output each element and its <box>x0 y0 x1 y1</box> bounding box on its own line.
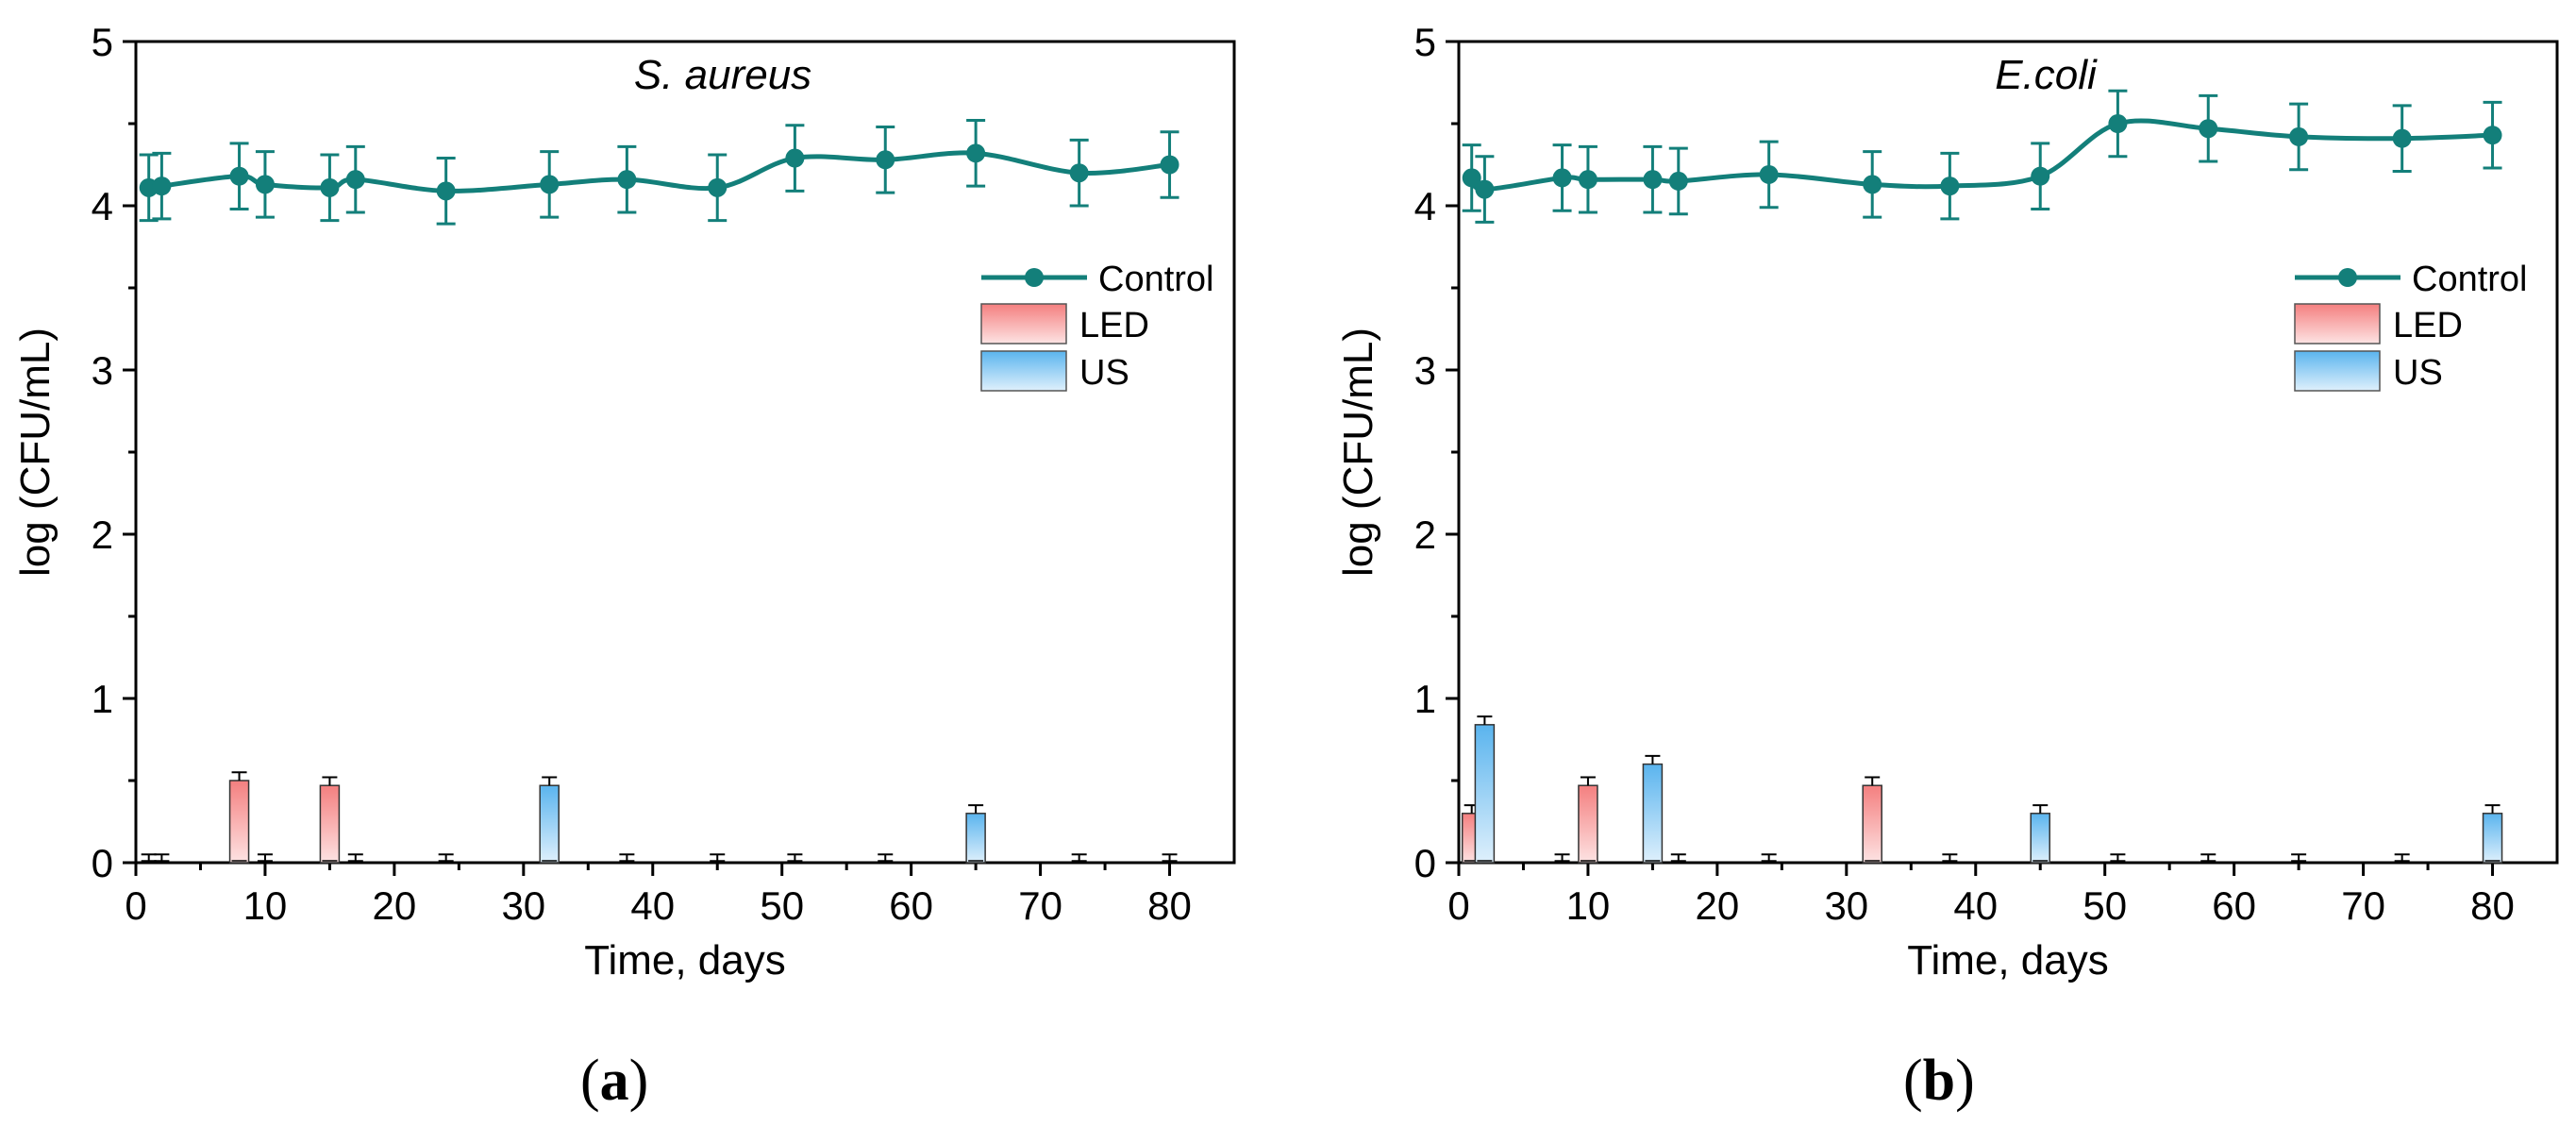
panel-a-control-point <box>1069 163 1089 183</box>
panel-b-control-point <box>1552 168 1572 188</box>
panel-b-x-tick-label: 80 <box>2470 883 2515 928</box>
panel-b-led-bar <box>1862 784 1882 864</box>
panel-a-control-point <box>617 170 637 190</box>
panel-b-legend-us-swatch <box>2294 350 2381 392</box>
panel-b-us-bar <box>1474 724 1496 864</box>
panel-b-control-point <box>2108 114 2128 133</box>
panel-b-x-tick-label: 60 <box>2212 883 2256 928</box>
panel-b-control-point <box>2289 126 2309 146</box>
panel-label-b: (b) <box>1903 1049 1975 1113</box>
panel-a: 0 10 20 30 40 50 60 70 80 0 1 2 3 4 5 Time, days log (CF… <box>12 20 1236 983</box>
panel-b-control-point <box>1462 168 1481 188</box>
panel-b-legend-control-marker <box>2338 268 2357 287</box>
panel-a-control-point <box>1160 155 1179 175</box>
panel-a-control-point <box>785 148 805 168</box>
panel-a-plot-frame <box>134 40 1236 865</box>
panel-a-control-point <box>876 150 895 170</box>
panel-b-x-tick-label: 70 <box>2341 883 2385 928</box>
panel-b-us-bar <box>2482 813 2503 864</box>
panel-a-control-point <box>345 170 365 190</box>
panel-a-y-tick-label: 4 <box>92 184 113 228</box>
panel-b-x-axis-label: Time, days <box>1907 937 2109 983</box>
panel-a-legend-control-marker <box>1025 268 1044 287</box>
panel-a-x-tick-label: 80 <box>1147 883 1192 928</box>
panel-b-control-point <box>2031 166 2050 186</box>
panel-a-y-axis-label: log (CFU/mL) <box>12 328 59 577</box>
panel-a-control-point <box>229 166 249 186</box>
panel-b-title: E.coli <box>1995 52 2098 98</box>
panel-a-y-tick-label: 1 <box>92 677 113 721</box>
panel-b-control-point <box>1940 176 1960 196</box>
panel-a-legend-led-label: LED <box>1079 306 1149 345</box>
panel-b-control-point <box>1475 179 1495 199</box>
panel-b-y-tick-label: 2 <box>1414 513 1436 557</box>
panel-b-x-tick-label: 50 <box>2083 883 2127 928</box>
panel-b-x-tick-label: 20 <box>1696 883 1740 928</box>
panel-b-y-tick-label: 5 <box>1414 20 1436 64</box>
panel-a-control-point <box>436 181 456 201</box>
panel-b-us-bar <box>1642 763 1664 864</box>
panel-a-x-tick-label: 60 <box>889 883 933 928</box>
panel-b-y-tick-label: 0 <box>1414 841 1436 885</box>
panel-a-control-point <box>966 143 986 163</box>
panel-a-x-tick-label: 70 <box>1018 883 1062 928</box>
panel-a-x-tick-label: 40 <box>630 883 675 928</box>
panel-a-led-bar <box>319 784 341 864</box>
panel-a-legend-led-swatch <box>980 303 1067 345</box>
panel-a-x-tick-label: 30 <box>501 883 545 928</box>
panel-a-x-tick-label: 20 <box>373 883 417 928</box>
panel-b-x-tick-label: 10 <box>1566 883 1611 928</box>
panel-b-y-axis-label: log (CFU/mL) <box>1335 328 1381 577</box>
panel-b-x-tick-label: 0 <box>1447 883 1469 928</box>
panel-b-x-tick-label: 30 <box>1824 883 1868 928</box>
panel-b-control-point <box>1668 171 1688 191</box>
panel-b-control-point <box>2392 128 2412 148</box>
panel-b-legend-us-label: US <box>2393 353 2443 393</box>
panel-b-control-point <box>1643 170 1663 190</box>
panel-a-x-tick-label: 0 <box>125 883 146 928</box>
panel-label-a: (a) <box>580 1049 649 1113</box>
panel-a-control-point <box>152 176 172 196</box>
panel-b-y-tick-label: 3 <box>1414 348 1436 393</box>
panel-b-control-point <box>1578 170 1597 190</box>
panel-a-control-point <box>255 175 275 194</box>
panel-a-legend-control-label: Control <box>1098 260 1214 299</box>
panel-b-control-point <box>2199 119 2218 139</box>
panel-a-legend-us-label: US <box>1079 353 1129 393</box>
panel-a-x-axis-label: Time, days <box>584 937 786 983</box>
panel-b-legend-led-swatch <box>2294 303 2381 345</box>
panel-b-us-bar <box>2030 813 2050 864</box>
panel-a-control-point <box>708 177 728 197</box>
panel-b-y-tick-label: 1 <box>1414 677 1436 721</box>
panel-b-control-point <box>2483 126 2502 145</box>
panel-b-y-tick-label: 4 <box>1414 184 1436 228</box>
panel-a-control-point <box>540 175 560 194</box>
panel-a-control-point <box>320 177 340 197</box>
panel-b-legend-control-label: Control <box>2412 260 2528 299</box>
panel-a-us-bar <box>539 784 560 864</box>
panel-a-y-tick-label: 5 <box>92 20 113 64</box>
panel-a-x-tick-label: 50 <box>760 883 804 928</box>
panel-b: 0 10 20 30 40 50 60 70 80 0 1 2 3 4 5 Time, days log (CF… <box>1335 20 2559 983</box>
panel-b-control-point <box>1759 164 1779 184</box>
panel-b-plot-frame <box>1457 40 2559 865</box>
panel-a-x-tick-label: 10 <box>243 883 288 928</box>
panel-b-legend-led-label: LED <box>2393 306 2463 345</box>
panel-b-control-point <box>1863 175 1882 194</box>
panel-a-led-bar <box>228 780 250 864</box>
panel-a-control-line <box>148 150 1170 193</box>
panel-a-y-tick-label: 3 <box>92 348 113 393</box>
panel-a-y-tick-label: 0 <box>92 841 113 885</box>
panel-a-us-bar <box>965 813 986 864</box>
panel-b-control-line <box>1469 118 2493 193</box>
panel-a-title: S. aureus <box>634 52 811 98</box>
panel-b-x-tick-label: 40 <box>1953 883 1998 928</box>
panel-a-legend-us-swatch <box>980 350 1067 392</box>
panel-b-led-bar <box>1578 784 1598 864</box>
panel-a-y-tick-label: 2 <box>92 513 113 557</box>
